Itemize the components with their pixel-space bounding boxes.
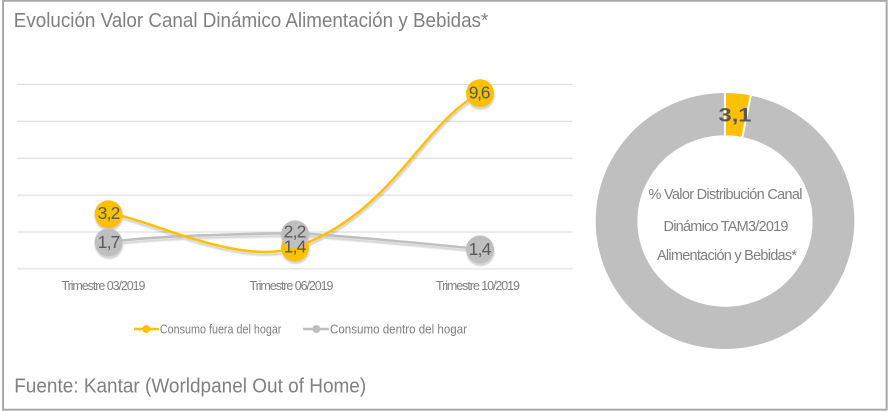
svg-text:3,1: 3,1 [719, 104, 752, 126]
svg-text:Alimentación y Bebidas*: Alimentación y Bebidas* [657, 248, 797, 264]
svg-text:% Valor Distribución Canal: % Valor Distribución Canal [649, 187, 803, 203]
svg-text:Trimestre 10/2019: Trimestre 10/2019 [436, 279, 520, 293]
svg-text:Dinámico TAM3/2019: Dinámico TAM3/2019 [664, 219, 789, 235]
svg-text:Consumo dentro del hogar: Consumo dentro del hogar [330, 323, 467, 337]
svg-text:1,7: 1,7 [98, 232, 121, 252]
svg-text:Trimestre 06/2019: Trimestre 06/2019 [250, 279, 334, 293]
svg-text:3,2: 3,2 [98, 203, 121, 223]
svg-text:Trimestre 03/2019: Trimestre 03/2019 [62, 279, 146, 293]
svg-text:9,6: 9,6 [469, 83, 491, 103]
svg-text:Evolución Valor Canal Dinámico: Evolución Valor Canal Dinámico Alimentac… [14, 10, 489, 32]
svg-text:Consumo fuera del hogar: Consumo fuera del hogar [160, 323, 282, 337]
svg-text:1,4: 1,4 [284, 237, 307, 257]
svg-text:Fuente: Kantar (Worldpanel Out: Fuente: Kantar (Worldpanel Out of Home) [14, 375, 366, 397]
svg-text:1,4: 1,4 [469, 239, 492, 259]
svg-text:2,2: 2,2 [284, 222, 307, 242]
